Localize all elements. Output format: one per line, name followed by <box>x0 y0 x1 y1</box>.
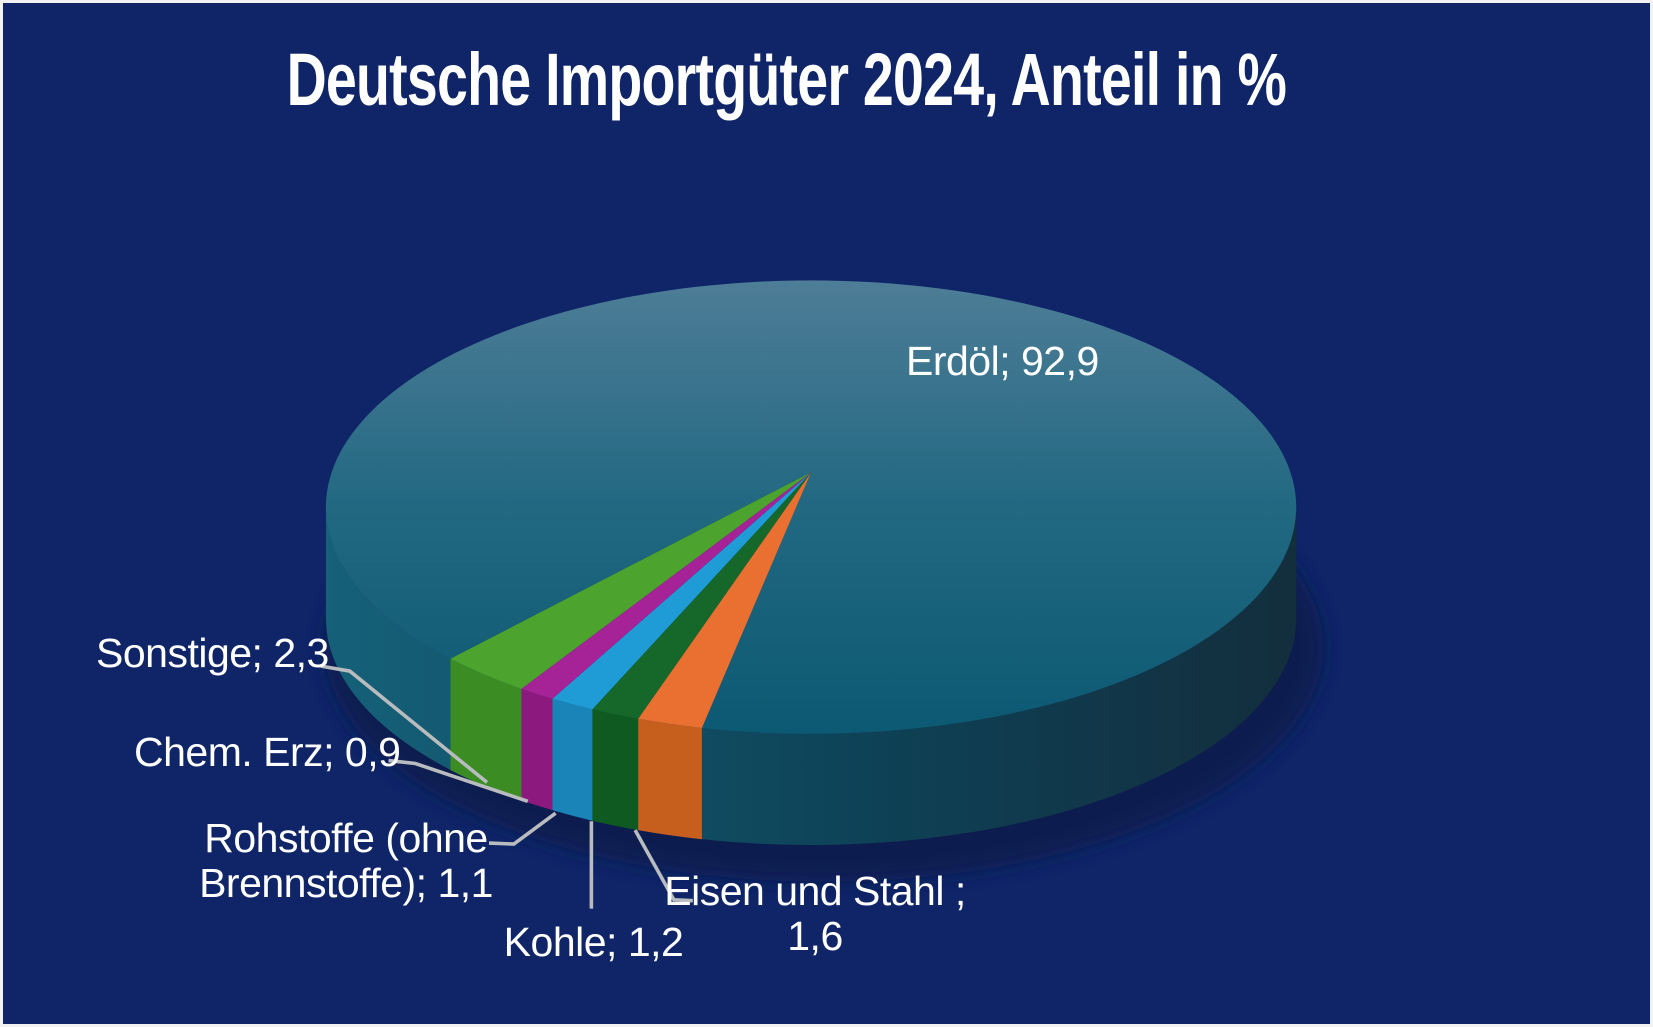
data-label-sonstige-text: Sonstige; 2,3 <box>96 630 329 676</box>
leader-line-chem-erz <box>388 758 529 804</box>
pie-chart-canvas <box>320 280 1324 909</box>
pie-side-eisen-und-stahl <box>638 718 702 840</box>
data-label-rohstoffe-line2: Brennstoffe); 1,1 <box>199 860 493 906</box>
pie-slice-sonstige <box>450 472 812 689</box>
data-label-eisen-line2: 1,6 <box>787 913 843 959</box>
pie-side-sonstige <box>450 658 522 801</box>
data-label-chem-erz: Chem. Erz; 0,9 <box>134 730 401 775</box>
data-label-sonstige: Sonstige; 2,3 <box>96 631 329 676</box>
data-label-erdoel: Erdöl; 92,9 <box>906 339 1099 384</box>
data-label-chem-erz-text: Chem. Erz; 0,9 <box>134 729 401 775</box>
data-label-rohstoffe: Rohstoffe (ohne Brennstoffe); 1,1 <box>198 816 494 906</box>
leader-line-sonstige <box>320 664 489 784</box>
data-label-eisen-line1: Eisen und Stahl ; <box>664 868 966 914</box>
pie-slice-eisen-und-stahl <box>638 472 812 728</box>
pie-slice-erdoel <box>325 280 1297 734</box>
pie-slice-rohstoffe <box>552 472 812 710</box>
pie-slice-kohle <box>592 472 812 719</box>
leader-line-rohstoffe <box>488 811 557 846</box>
data-label-kohle: Kohle; 1,2 <box>481 920 706 965</box>
pie-side-kohle <box>592 709 639 831</box>
pie-slice-chem-erz <box>521 472 812 699</box>
data-label-erdoel-text: Erdöl; 92,9 <box>906 338 1099 384</box>
leader-line-eisen-und-stahl <box>633 829 693 903</box>
pie-side-rohstoffe <box>552 698 593 821</box>
pie-side-chem-erz <box>521 688 553 811</box>
data-label-eisen-und-stahl: Eisen und Stahl ; 1,6 <box>660 869 970 959</box>
data-label-rohstoffe-line1: Rohstoffe (ohne <box>204 815 488 861</box>
data-label-kohle-text: Kohle; 1,2 <box>503 919 684 965</box>
